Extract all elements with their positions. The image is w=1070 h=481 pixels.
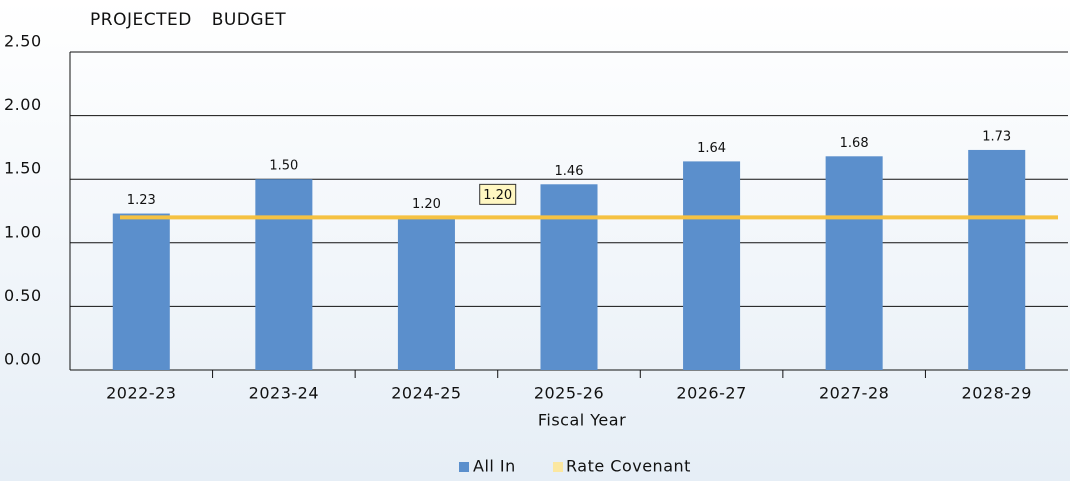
value-label: 1.73 [982,129,1011,144]
y-tick-label: 2.00 [4,95,42,114]
value-label: 1.50 [269,159,298,174]
y-tick-label: 2.50 [4,32,42,51]
chart-title: PROJECTED BUDGET [90,10,286,30]
bar [968,149,1026,370]
bar [825,156,883,370]
x-tick-label: 2025-26 [534,384,604,403]
y-tick-label: 0.00 [4,350,42,369]
legend-label: Rate Covenant [566,457,691,476]
y-tick-label: 1.00 [4,222,42,241]
x-tick-label: 2027-28 [819,384,889,403]
value-label: 1.64 [697,141,726,156]
value-label: 1.46 [555,164,584,179]
x-tick-label: 2024-25 [391,384,461,403]
legend-label: All In [473,457,516,476]
legend-swatch [459,462,469,472]
reference-label: 1.20 [483,188,512,203]
x-tick-label: 2028-29 [962,384,1032,403]
value-label: 1.68 [840,136,869,151]
bar [540,184,598,370]
value-label: 1.23 [127,193,156,208]
value-label: 1.20 [412,197,441,212]
x-axis-label: Fiscal Year [538,411,626,430]
bar [112,213,170,370]
y-tick-label: 0.50 [4,286,42,305]
x-tick-label: 2022-23 [106,384,176,403]
bar [683,161,741,370]
bar [397,217,455,370]
x-tick-label: 2026-27 [676,384,746,403]
y-tick-label: 1.50 [4,159,42,178]
x-tick-label: 2023-24 [249,384,319,403]
legend-swatch [553,462,563,472]
reference-label-box [479,183,517,205]
bar [255,179,313,370]
